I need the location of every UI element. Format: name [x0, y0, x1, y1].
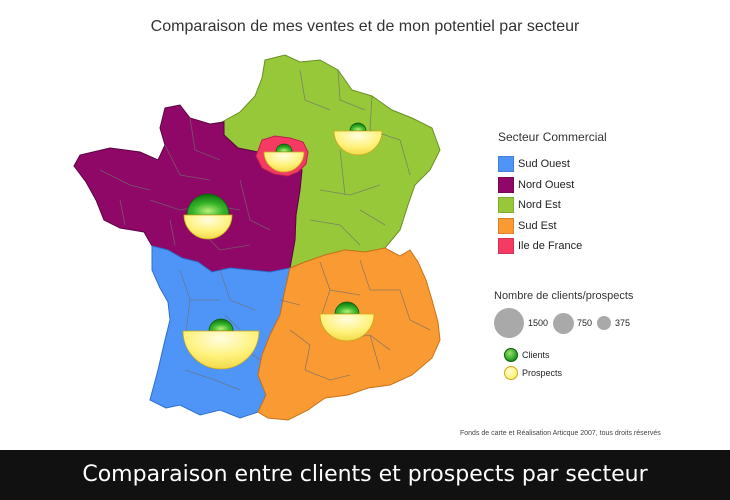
symbol-prospects: Prospects	[504, 364, 714, 382]
legend-label: Nord Ouest	[518, 178, 575, 191]
size-label-750: 750	[577, 318, 593, 328]
bubble-nord-est	[333, 122, 383, 156]
size-legend: Nombre de clients/prospects 1500 750 375…	[494, 290, 714, 382]
size-label-1500: 1500	[528, 318, 549, 328]
caption-text: Comparaison entre clients et prospects p…	[82, 462, 648, 487]
clients-half-nord-est	[349, 122, 367, 132]
clients-half-nord-ouest	[186, 193, 230, 216]
clients-half-sud-ouest	[208, 318, 234, 332]
legend-swatch	[498, 156, 514, 173]
map-title: Comparaison de mes ventes et de mon pote…	[150, 18, 580, 35]
bubble-sud-ouest	[182, 318, 260, 370]
size-circle-750	[553, 313, 574, 334]
legend-item-nord-est: Nord Est	[498, 195, 698, 216]
size-legend-title: Nombre de clients/prospects	[494, 290, 634, 302]
legend-title: Secteur Commercial	[498, 130, 607, 144]
prospects-half-ile-de-france	[263, 151, 305, 173]
clients-half-ile-de-france	[275, 143, 293, 153]
legend-swatch	[498, 197, 514, 214]
prospects-half-sud-est	[319, 313, 375, 342]
prospects-half-sud-ouest	[182, 330, 260, 370]
size-legend-row: 1500 750 375	[494, 306, 714, 340]
size-label-375: 375	[615, 318, 631, 328]
legend-item-ile-de-france: Ile de France	[498, 236, 698, 257]
prospects-half-nord-est	[333, 130, 383, 156]
legend-item-sud-ouest: Sud Ouest	[498, 154, 698, 175]
symbol-clients: Clients	[504, 346, 714, 364]
map-credit: Fonds de carte et Réalisation Articque 2…	[460, 430, 661, 437]
legend-swatch	[498, 176, 514, 193]
caption-bar: Comparaison entre clients et prospects p…	[0, 450, 730, 500]
france-map	[73, 54, 441, 421]
prospects-symbol-icon	[504, 366, 518, 380]
bubble-sud-est	[319, 301, 375, 342]
size-circle-1500	[494, 308, 524, 338]
clients-half-sud-est	[334, 301, 360, 315]
legend-label: Sud Ouest	[518, 158, 570, 171]
department-borders	[99, 69, 431, 391]
legend-label: Sud Est	[518, 219, 557, 232]
legend-item-sud-est: Sud Est	[498, 216, 698, 237]
size-circle-375	[597, 316, 611, 330]
bubble-nord-ouest	[183, 193, 233, 240]
bubble-ile-de-france	[263, 143, 305, 173]
legend-label: Nord Est	[518, 199, 561, 212]
legend-swatch	[498, 217, 514, 234]
map-stage: Comparaison de mes ventes et de mon pote…	[73, 18, 714, 437]
legend-swatch	[498, 238, 514, 255]
legend-label: Ile de France	[518, 240, 583, 253]
legend-item-nord-ouest: Nord Ouest	[498, 175, 698, 196]
sector-legend: Secteur Commercial Sud Ouest Nord Ouest …	[498, 130, 698, 257]
clients-symbol-icon	[504, 348, 518, 362]
prospects-label: Prospects	[522, 368, 563, 378]
prospects-half-nord-ouest	[183, 214, 233, 240]
clients-label: Clients	[522, 350, 550, 360]
